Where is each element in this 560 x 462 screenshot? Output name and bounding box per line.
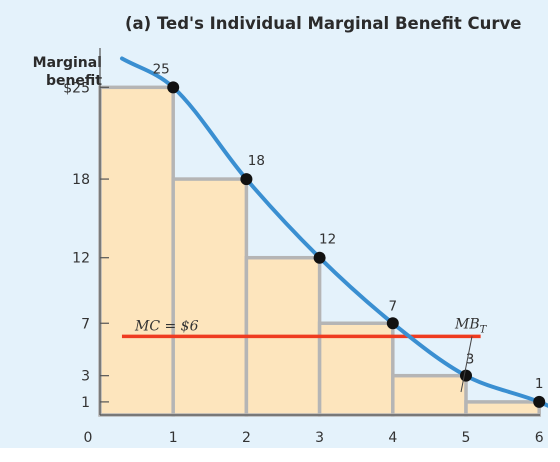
point-12: [313, 251, 326, 264]
point-label-18: 18: [248, 153, 265, 169]
x-tick-label-4: 4: [388, 430, 397, 446]
x-tick-label-3: 3: [315, 430, 324, 446]
x-tick-label-1: 1: [169, 430, 178, 446]
bar-6: [464, 400, 541, 417]
point-1: [533, 395, 546, 408]
x-tick-label-5: 5: [462, 430, 471, 446]
point-label-12: 12: [319, 232, 336, 248]
y-axis-label: Marginal benefit: [6, 54, 102, 90]
bar-5: [391, 373, 468, 417]
x-tick-label-2: 2: [242, 430, 251, 446]
point-7: [386, 317, 399, 330]
point-label-25: 25: [153, 61, 170, 77]
x-tick-label-0: 0: [84, 430, 93, 446]
y-tick-label-12: 12: [72, 251, 90, 267]
bar-2: [171, 177, 249, 417]
point-18: [240, 173, 253, 186]
point-3: [460, 369, 472, 382]
bar-1: [98, 85, 175, 417]
y-tick-label-3: 3: [81, 369, 90, 385]
mb-label-leader: [460, 336, 473, 393]
y-tick-label-7: 7: [81, 316, 90, 332]
chart-title: (a) Ted's Individual Marginal Benefit Cu…: [125, 14, 522, 33]
y-axis-label-line1: Marginal: [32, 55, 102, 71]
mc-label: MC = $6: [134, 318, 199, 334]
point-label-7: 7: [389, 298, 398, 314]
y-tick-label-18: 18: [72, 172, 90, 188]
x-tick-label-6: 6: [535, 430, 544, 446]
y-tick-label-25: $25: [63, 80, 90, 96]
y-tick-label-1: 1: [81, 395, 90, 411]
y-axis-label-line2: benefit: [45, 73, 102, 89]
mb-curve-label: MBT: [454, 316, 488, 335]
point-label-1: 1: [535, 376, 544, 392]
point-label-3: 3: [466, 352, 475, 368]
point-25: [167, 81, 180, 94]
marginal-benefit-curve: [120, 56, 548, 408]
